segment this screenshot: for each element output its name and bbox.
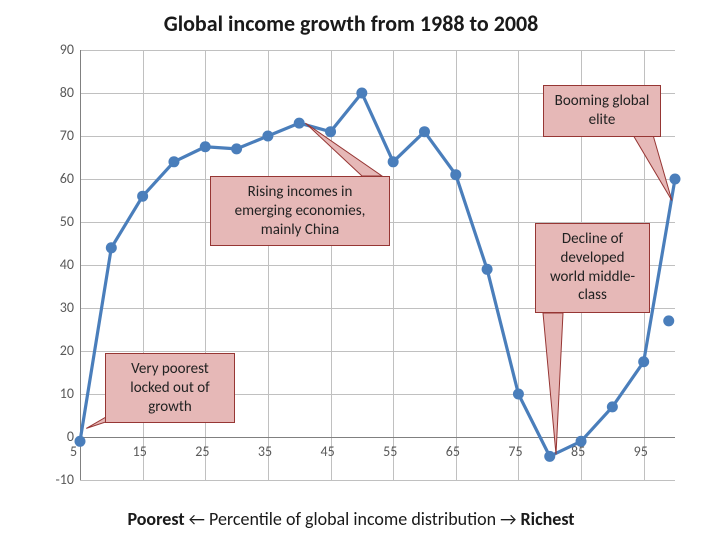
- gridline-h: [80, 480, 675, 481]
- callout-poorest: Very poorest locked out of growth: [105, 353, 235, 423]
- y-tick-label: -10: [56, 471, 74, 488]
- data-marker: [513, 389, 524, 400]
- data-marker: [670, 174, 681, 185]
- x-tick-label: 5: [70, 443, 77, 460]
- y-tick-label: 70: [60, 127, 74, 144]
- data-marker: [544, 451, 555, 462]
- callout-tail: [633, 135, 672, 201]
- callout-decline: Decline of developed world middle-class: [535, 223, 650, 313]
- data-marker: [168, 156, 179, 167]
- data-marker: [75, 436, 86, 447]
- chart-title: Global income growth from 1988 to 2008: [0, 10, 702, 37]
- data-marker: [137, 191, 148, 202]
- data-marker: [106, 242, 117, 253]
- data-marker: [294, 118, 305, 129]
- y-tick-label: 30: [60, 299, 74, 316]
- data-marker: [482, 264, 493, 275]
- plot-area: -100102030405060708090515253545556575859…: [80, 50, 675, 480]
- data-marker: [356, 88, 367, 99]
- callout-booming: Booming global elite: [543, 85, 661, 137]
- x-axis-poorest: Poorest: [127, 508, 184, 530]
- y-tick-label: 40: [60, 256, 74, 273]
- chart-container: Global income growth from 1988 to 2008 R…: [0, 0, 702, 538]
- y-tick-label: 90: [60, 41, 74, 58]
- data-marker: [200, 141, 211, 152]
- data-marker: [450, 169, 461, 180]
- x-axis-richest: Richest: [521, 508, 575, 530]
- y-tick-label: 50: [60, 213, 74, 230]
- data-marker: [638, 356, 649, 367]
- data-marker: [576, 436, 587, 447]
- x-axis-middle: ← Percentile of global income distributi…: [189, 508, 521, 530]
- data-marker: [663, 315, 674, 326]
- x-axis-label: Poorest ← Percentile of global income di…: [0, 508, 702, 530]
- callout-tail: [543, 313, 563, 454]
- data-marker: [419, 126, 430, 137]
- y-tick-label: 80: [60, 84, 74, 101]
- data-marker: [607, 401, 618, 412]
- y-tick-label: 20: [60, 342, 74, 359]
- data-marker: [231, 143, 242, 154]
- data-marker: [325, 126, 336, 137]
- callout-tail: [305, 123, 382, 176]
- y-tick-label: 10: [60, 385, 74, 402]
- y-tick-label: 60: [60, 170, 74, 187]
- callout-rising: Rising incomes in emerging economies, ma…: [210, 176, 390, 246]
- data-marker: [388, 156, 399, 167]
- data-marker: [262, 131, 273, 142]
